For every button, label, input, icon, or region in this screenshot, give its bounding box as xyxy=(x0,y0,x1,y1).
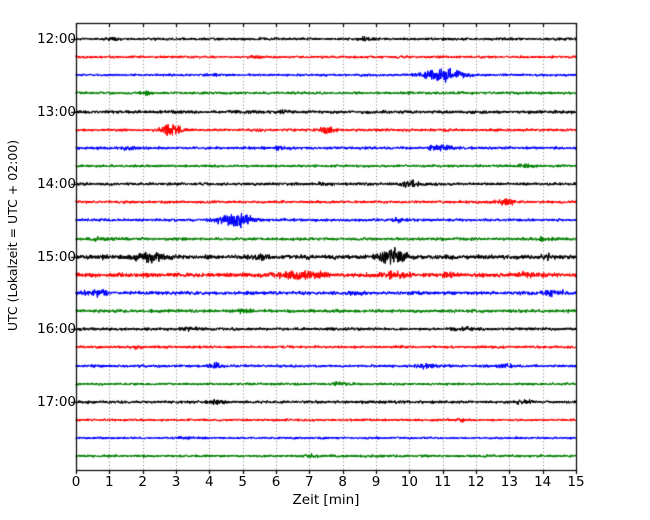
x-axis-label: Zeit [min] xyxy=(292,492,360,508)
